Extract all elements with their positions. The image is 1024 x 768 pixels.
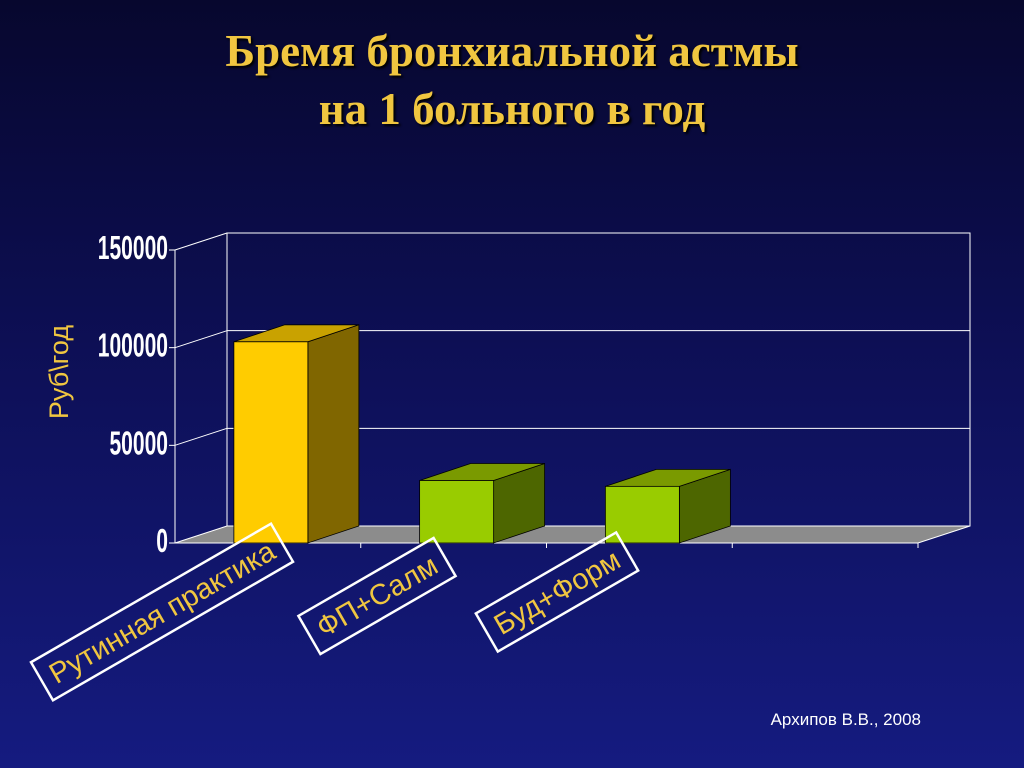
chart-bars [233,324,731,544]
bar-front [419,480,495,544]
y-axis-label: Руб\год [44,325,74,419]
category-label-box [29,521,295,703]
category-label-box [474,530,640,654]
chart-gridlines [174,232,970,446]
category-label-2: ФП+Салм [296,536,458,656]
gridline-diagonal [174,232,228,251]
bar-3 [604,468,731,544]
category-label-box [296,536,458,656]
bar-side [307,324,360,544]
source-credit: Архипов В.В., 2008 [770,710,921,729]
gridline-diagonal [174,330,228,349]
title-line-2: на 1 больного в год [318,84,706,134]
y-tick-label: 150000 [98,229,168,266]
bar-front [233,341,309,544]
y-tick-label: 50000 [109,424,168,461]
x-axis-category-labels: Рутинная практика ФП+Салм Буд+Форм [29,521,640,703]
y-tick-label: 100000 [98,327,168,364]
bar-2 [419,462,546,544]
y-axis-ticks: 0 50000 100000 150000 [98,229,175,559]
y-tick-label: 0 [156,522,168,559]
slide-title: Бремя бронхиальной астмы на 1 больного в… [0,22,1024,138]
gridline-diagonal [174,427,228,446]
category-label-3: Буд+Форм [474,530,640,654]
bar-1 [233,324,360,544]
title-line-1: Бремя бронхиальной астмы [225,26,799,76]
